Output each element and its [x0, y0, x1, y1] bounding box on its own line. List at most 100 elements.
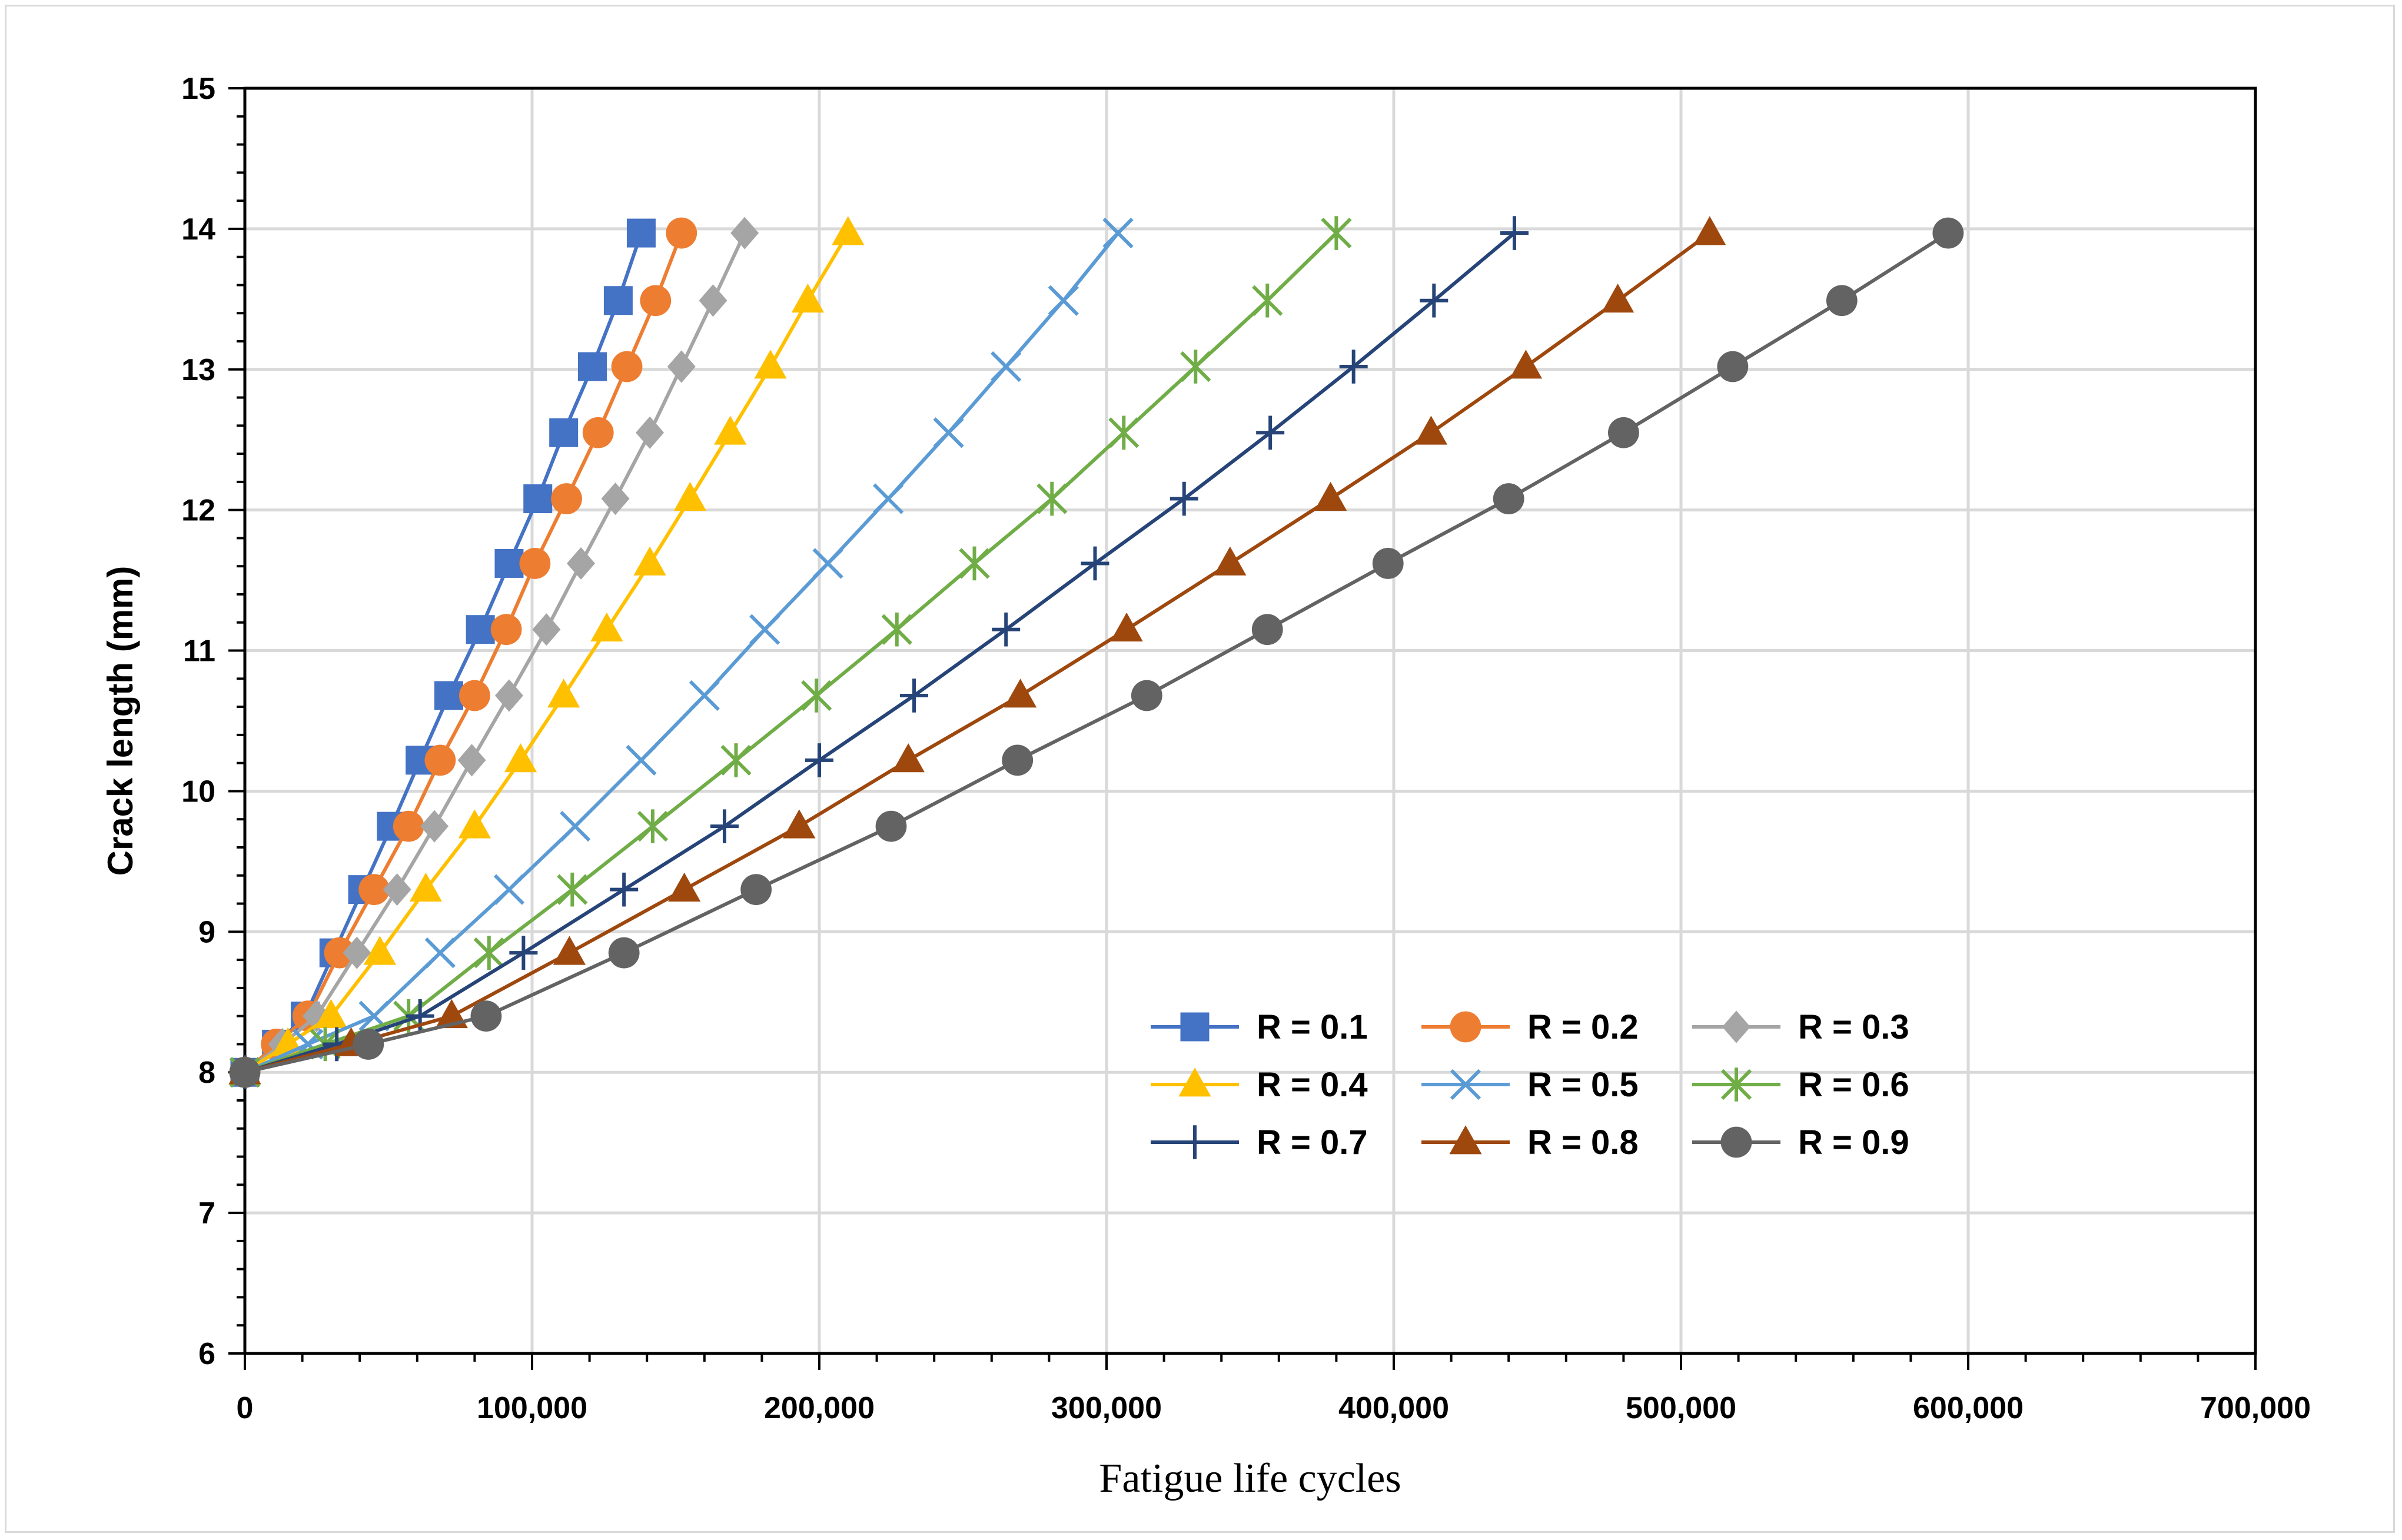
data-point [553, 936, 586, 965]
data-point [1252, 283, 1283, 318]
data-point [900, 678, 929, 713]
data-point [551, 483, 582, 514]
data-point [608, 937, 640, 969]
data-point [1002, 744, 1034, 776]
data-point [1251, 614, 1283, 646]
legend-label: R = 0.1 [1257, 1008, 1368, 1046]
data-point [1170, 481, 1198, 516]
data-point [1717, 351, 1749, 382]
y-tick-label: 11 [183, 634, 215, 668]
data-point [640, 285, 672, 317]
data-point [473, 936, 504, 970]
data-point [1048, 285, 1079, 316]
legend-marker [1720, 1126, 1752, 1158]
legend-item: R = 0.6 [1692, 1066, 1909, 1104]
data-point [791, 283, 825, 313]
data-point [992, 612, 1021, 647]
data-point [710, 809, 739, 843]
data-point [959, 546, 990, 581]
legend-label: R = 0.6 [1798, 1066, 1909, 1104]
legend-label: R = 0.8 [1527, 1123, 1639, 1162]
data-point [582, 417, 614, 448]
data-point [740, 874, 772, 906]
data-point [409, 872, 443, 902]
data-point [393, 810, 424, 842]
data-point [603, 286, 633, 315]
data-point [673, 481, 706, 511]
x-tick-label: 400,000 [1338, 1391, 1449, 1425]
data-point [714, 415, 747, 445]
data-point [668, 872, 701, 902]
data-point [1509, 350, 1543, 379]
legend-item: R = 0.7 [1151, 1123, 1368, 1162]
data-point [1932, 217, 1964, 249]
gridlines [245, 88, 2255, 1353]
data-point [547, 678, 580, 708]
series-group [228, 216, 1964, 1090]
data-point [1372, 548, 1404, 579]
data-point [590, 612, 623, 642]
x-tick-label: 100,000 [477, 1391, 587, 1425]
y-tick-label: 9 [198, 915, 215, 949]
series-line [244, 231, 1949, 1075]
x-axis-label: Fatigue life cycles [1099, 1456, 1401, 1501]
legend-item: R = 0.2 [1421, 1008, 1639, 1046]
data-point [1036, 481, 1068, 516]
legend-marker [1722, 1010, 1750, 1043]
data-point [1110, 612, 1143, 642]
data-point [1608, 417, 1639, 448]
data-point [566, 547, 595, 580]
series-r-0-7 [231, 216, 1529, 1090]
data-point [1256, 415, 1285, 450]
data-point [667, 350, 696, 383]
y-tick-label: 6 [198, 1337, 215, 1371]
data-point [1314, 481, 1347, 511]
legend-item: R = 0.3 [1692, 1008, 1909, 1046]
data-point [457, 744, 486, 777]
legend-item: R = 0.8 [1421, 1123, 1639, 1162]
data-point [633, 546, 666, 576]
legend-label: R = 0.5 [1527, 1066, 1639, 1104]
data-point [406, 999, 434, 1033]
data-point [749, 614, 780, 645]
data-point [636, 416, 665, 449]
legend-label: R = 0.9 [1798, 1123, 1909, 1162]
data-point [577, 352, 607, 381]
data-point [1693, 216, 1726, 245]
x-tick-label: 0 [237, 1391, 254, 1425]
data-point [459, 680, 490, 711]
data-point [1826, 285, 1858, 317]
chart-frame [5, 5, 2395, 1533]
data-point [358, 874, 390, 906]
legend-marker [1449, 1125, 1482, 1155]
data-point [892, 743, 925, 773]
data-point [611, 351, 643, 382]
legend-item: R = 0.4 [1151, 1066, 1368, 1104]
legend-item: R = 0.1 [1151, 1008, 1368, 1046]
data-point [805, 743, 833, 777]
data-point [832, 216, 865, 245]
data-point [1180, 350, 1211, 384]
data-point [1081, 546, 1109, 581]
data-point [424, 744, 456, 776]
data-point [490, 614, 522, 646]
data-point [353, 1029, 384, 1060]
data-point [1493, 483, 1524, 514]
legend-marker [1181, 1125, 1209, 1159]
data-point [699, 284, 727, 317]
series-r-0-8 [228, 216, 1726, 1085]
data-point [626, 218, 656, 248]
data-point [720, 743, 752, 777]
data-point [1339, 350, 1368, 384]
data-point [1420, 283, 1448, 318]
x-tick-label: 200,000 [764, 1391, 875, 1425]
legend-marker [1720, 1067, 1752, 1102]
axes: 6 7 8 9 10 11 12 13 14 15 0 100,000 200,000 300,000 40… [181, 72, 2311, 1425]
data-point [470, 1000, 502, 1032]
legend-label: R = 0.4 [1257, 1066, 1368, 1104]
legend-marker [1178, 1067, 1211, 1097]
series-r-0-6 [229, 216, 1352, 1090]
data-point [812, 548, 843, 579]
data-point [509, 936, 538, 970]
